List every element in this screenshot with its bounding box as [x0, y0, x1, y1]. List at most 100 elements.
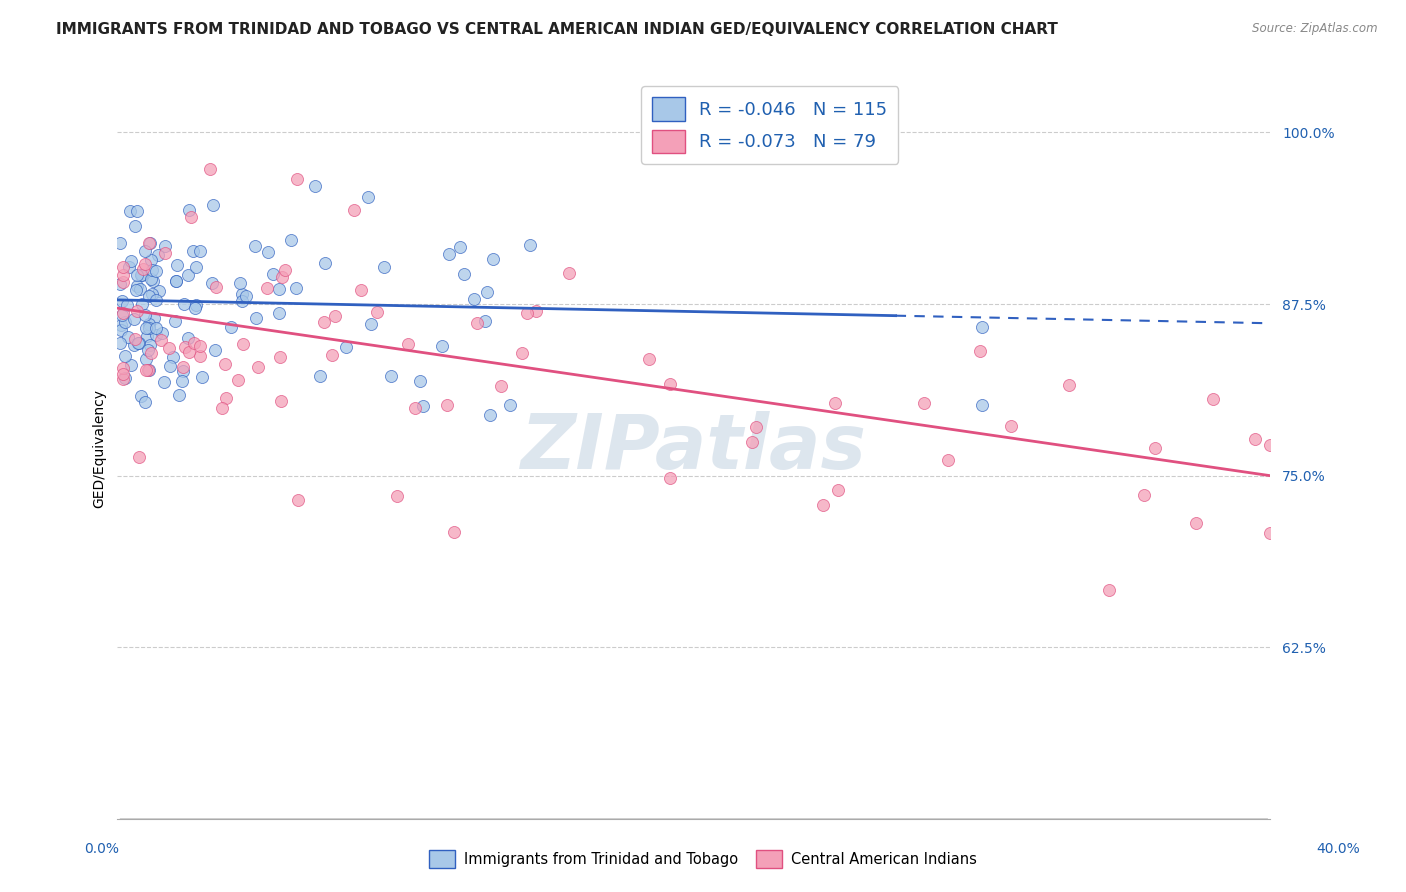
- Point: [139, 272, 162, 286]
- Point: [463, 293, 485, 307]
- Point: [215, 391, 238, 405]
- Point: [134, 395, 156, 409]
- Point: [246, 360, 269, 375]
- Point: [122, 312, 145, 326]
- Point: [110, 235, 132, 250]
- Point: [436, 398, 458, 412]
- Point: [499, 398, 522, 412]
- Point: [125, 283, 148, 297]
- Point: [519, 237, 541, 252]
- Point: [118, 260, 141, 274]
- Point: [159, 359, 181, 373]
- Point: [110, 293, 132, 308]
- Text: IMMIGRANTS FROM TRINIDAD AND TOBAGO VS CENTRAL AMERICAN INDIAN GED/EQUIVALENCY C: IMMIGRANTS FROM TRINIDAD AND TOBAGO VS C…: [56, 22, 1059, 37]
- Point: [1260, 526, 1282, 541]
- Point: [146, 248, 169, 262]
- Point: [827, 483, 849, 497]
- Point: [449, 240, 471, 254]
- Point: [129, 268, 152, 282]
- Point: [385, 489, 408, 503]
- Point: [309, 368, 332, 383]
- Point: [482, 252, 505, 266]
- Point: [243, 239, 266, 253]
- Point: [658, 471, 681, 485]
- Point: [131, 268, 153, 282]
- Point: [134, 244, 156, 258]
- Point: [142, 311, 165, 326]
- Point: [118, 203, 141, 218]
- Point: [172, 364, 194, 378]
- Point: [321, 348, 343, 362]
- Point: [638, 352, 661, 367]
- Point: [149, 333, 172, 347]
- Point: [114, 371, 136, 385]
- Point: [145, 320, 167, 334]
- Point: [145, 264, 167, 278]
- Point: [117, 330, 139, 344]
- Point: [491, 379, 513, 393]
- Point: [357, 190, 380, 204]
- Point: [287, 492, 309, 507]
- Point: [110, 277, 132, 292]
- Point: [745, 419, 768, 434]
- Point: [115, 298, 138, 312]
- Point: [188, 350, 211, 364]
- Point: [124, 332, 146, 346]
- Point: [127, 335, 149, 350]
- Point: [231, 294, 253, 309]
- Point: [150, 326, 173, 340]
- Point: [125, 268, 148, 283]
- Point: [349, 283, 371, 297]
- Point: [269, 282, 291, 296]
- Point: [184, 298, 207, 312]
- Point: [139, 252, 162, 267]
- Point: [131, 297, 153, 311]
- Point: [162, 351, 184, 365]
- Point: [914, 396, 936, 410]
- Point: [112, 306, 135, 320]
- Point: [226, 373, 249, 387]
- Point: [110, 318, 132, 332]
- Point: [412, 399, 434, 413]
- Point: [131, 389, 153, 403]
- Point: [479, 408, 502, 422]
- Point: [232, 337, 254, 351]
- Text: 0.0%: 0.0%: [84, 842, 118, 856]
- Point: [558, 266, 581, 280]
- Text: ZIPatlas: ZIPatlas: [520, 411, 868, 485]
- Point: [163, 314, 186, 328]
- Point: [198, 162, 221, 177]
- Point: [148, 284, 170, 298]
- Legend: R = -0.046   N = 115, R = -0.073   N = 79: R = -0.046 N = 115, R = -0.073 N = 79: [641, 87, 898, 163]
- Text: 40.0%: 40.0%: [1316, 842, 1361, 856]
- Point: [120, 253, 142, 268]
- Legend: Immigrants from Trinidad and Tobago, Central American Indians: Immigrants from Trinidad and Tobago, Cen…: [423, 845, 983, 874]
- Point: [112, 275, 135, 289]
- Point: [443, 525, 465, 540]
- Point: [129, 282, 152, 296]
- Point: [231, 287, 253, 301]
- Point: [141, 286, 163, 301]
- Point: [111, 308, 134, 322]
- Point: [936, 453, 959, 467]
- Point: [138, 235, 160, 250]
- Point: [1144, 441, 1167, 455]
- Point: [659, 377, 682, 392]
- Point: [124, 219, 146, 233]
- Point: [280, 234, 302, 248]
- Point: [323, 309, 346, 323]
- Point: [184, 260, 207, 274]
- Point: [176, 331, 198, 345]
- Point: [188, 339, 211, 353]
- Point: [114, 315, 136, 329]
- Point: [139, 337, 162, 351]
- Point: [110, 323, 132, 337]
- Point: [366, 304, 388, 318]
- Point: [191, 370, 214, 384]
- Point: [157, 341, 180, 355]
- Point: [204, 343, 226, 358]
- Point: [188, 244, 211, 259]
- Point: [170, 375, 193, 389]
- Point: [287, 172, 309, 186]
- Point: [136, 363, 159, 377]
